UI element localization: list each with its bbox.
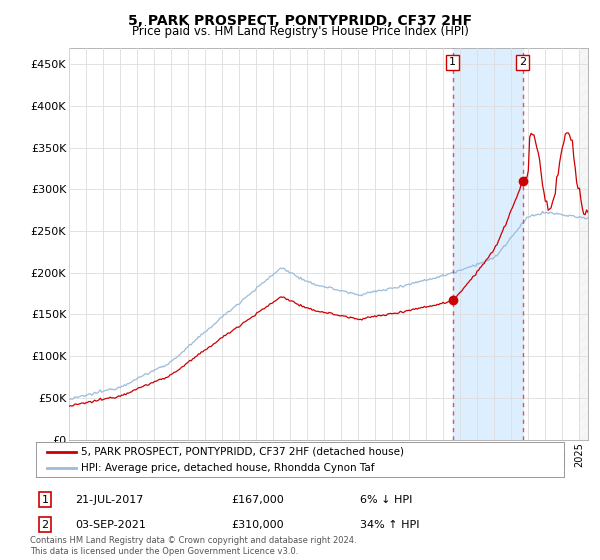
Text: 03-SEP-2021: 03-SEP-2021	[75, 520, 146, 530]
Text: 5, PARK PROSPECT, PONTYPRIDD, CF37 2HF (detached house): 5, PARK PROSPECT, PONTYPRIDD, CF37 2HF (…	[81, 447, 404, 457]
Text: 21-JUL-2017: 21-JUL-2017	[75, 494, 143, 505]
Text: 2: 2	[519, 58, 526, 67]
Text: 1: 1	[41, 494, 49, 505]
Text: 2: 2	[41, 520, 49, 530]
Text: Contains HM Land Registry data © Crown copyright and database right 2024.
This d: Contains HM Land Registry data © Crown c…	[30, 536, 356, 556]
Bar	[580, 48, 588, 440]
Text: £310,000: £310,000	[231, 520, 284, 530]
Text: 5, PARK PROSPECT, PONTYPRIDD, CF37 2HF: 5, PARK PROSPECT, PONTYPRIDD, CF37 2HF	[128, 14, 472, 28]
Text: HPI: Average price, detached house, Rhondda Cynon Taf: HPI: Average price, detached house, Rhon…	[81, 463, 374, 473]
Bar	[453, 48, 523, 440]
Text: 34% ↑ HPI: 34% ↑ HPI	[360, 520, 419, 530]
Text: 1: 1	[449, 58, 456, 67]
Text: Price paid vs. HM Land Registry's House Price Index (HPI): Price paid vs. HM Land Registry's House …	[131, 25, 469, 38]
Text: 6% ↓ HPI: 6% ↓ HPI	[360, 494, 412, 505]
Text: £167,000: £167,000	[231, 494, 284, 505]
